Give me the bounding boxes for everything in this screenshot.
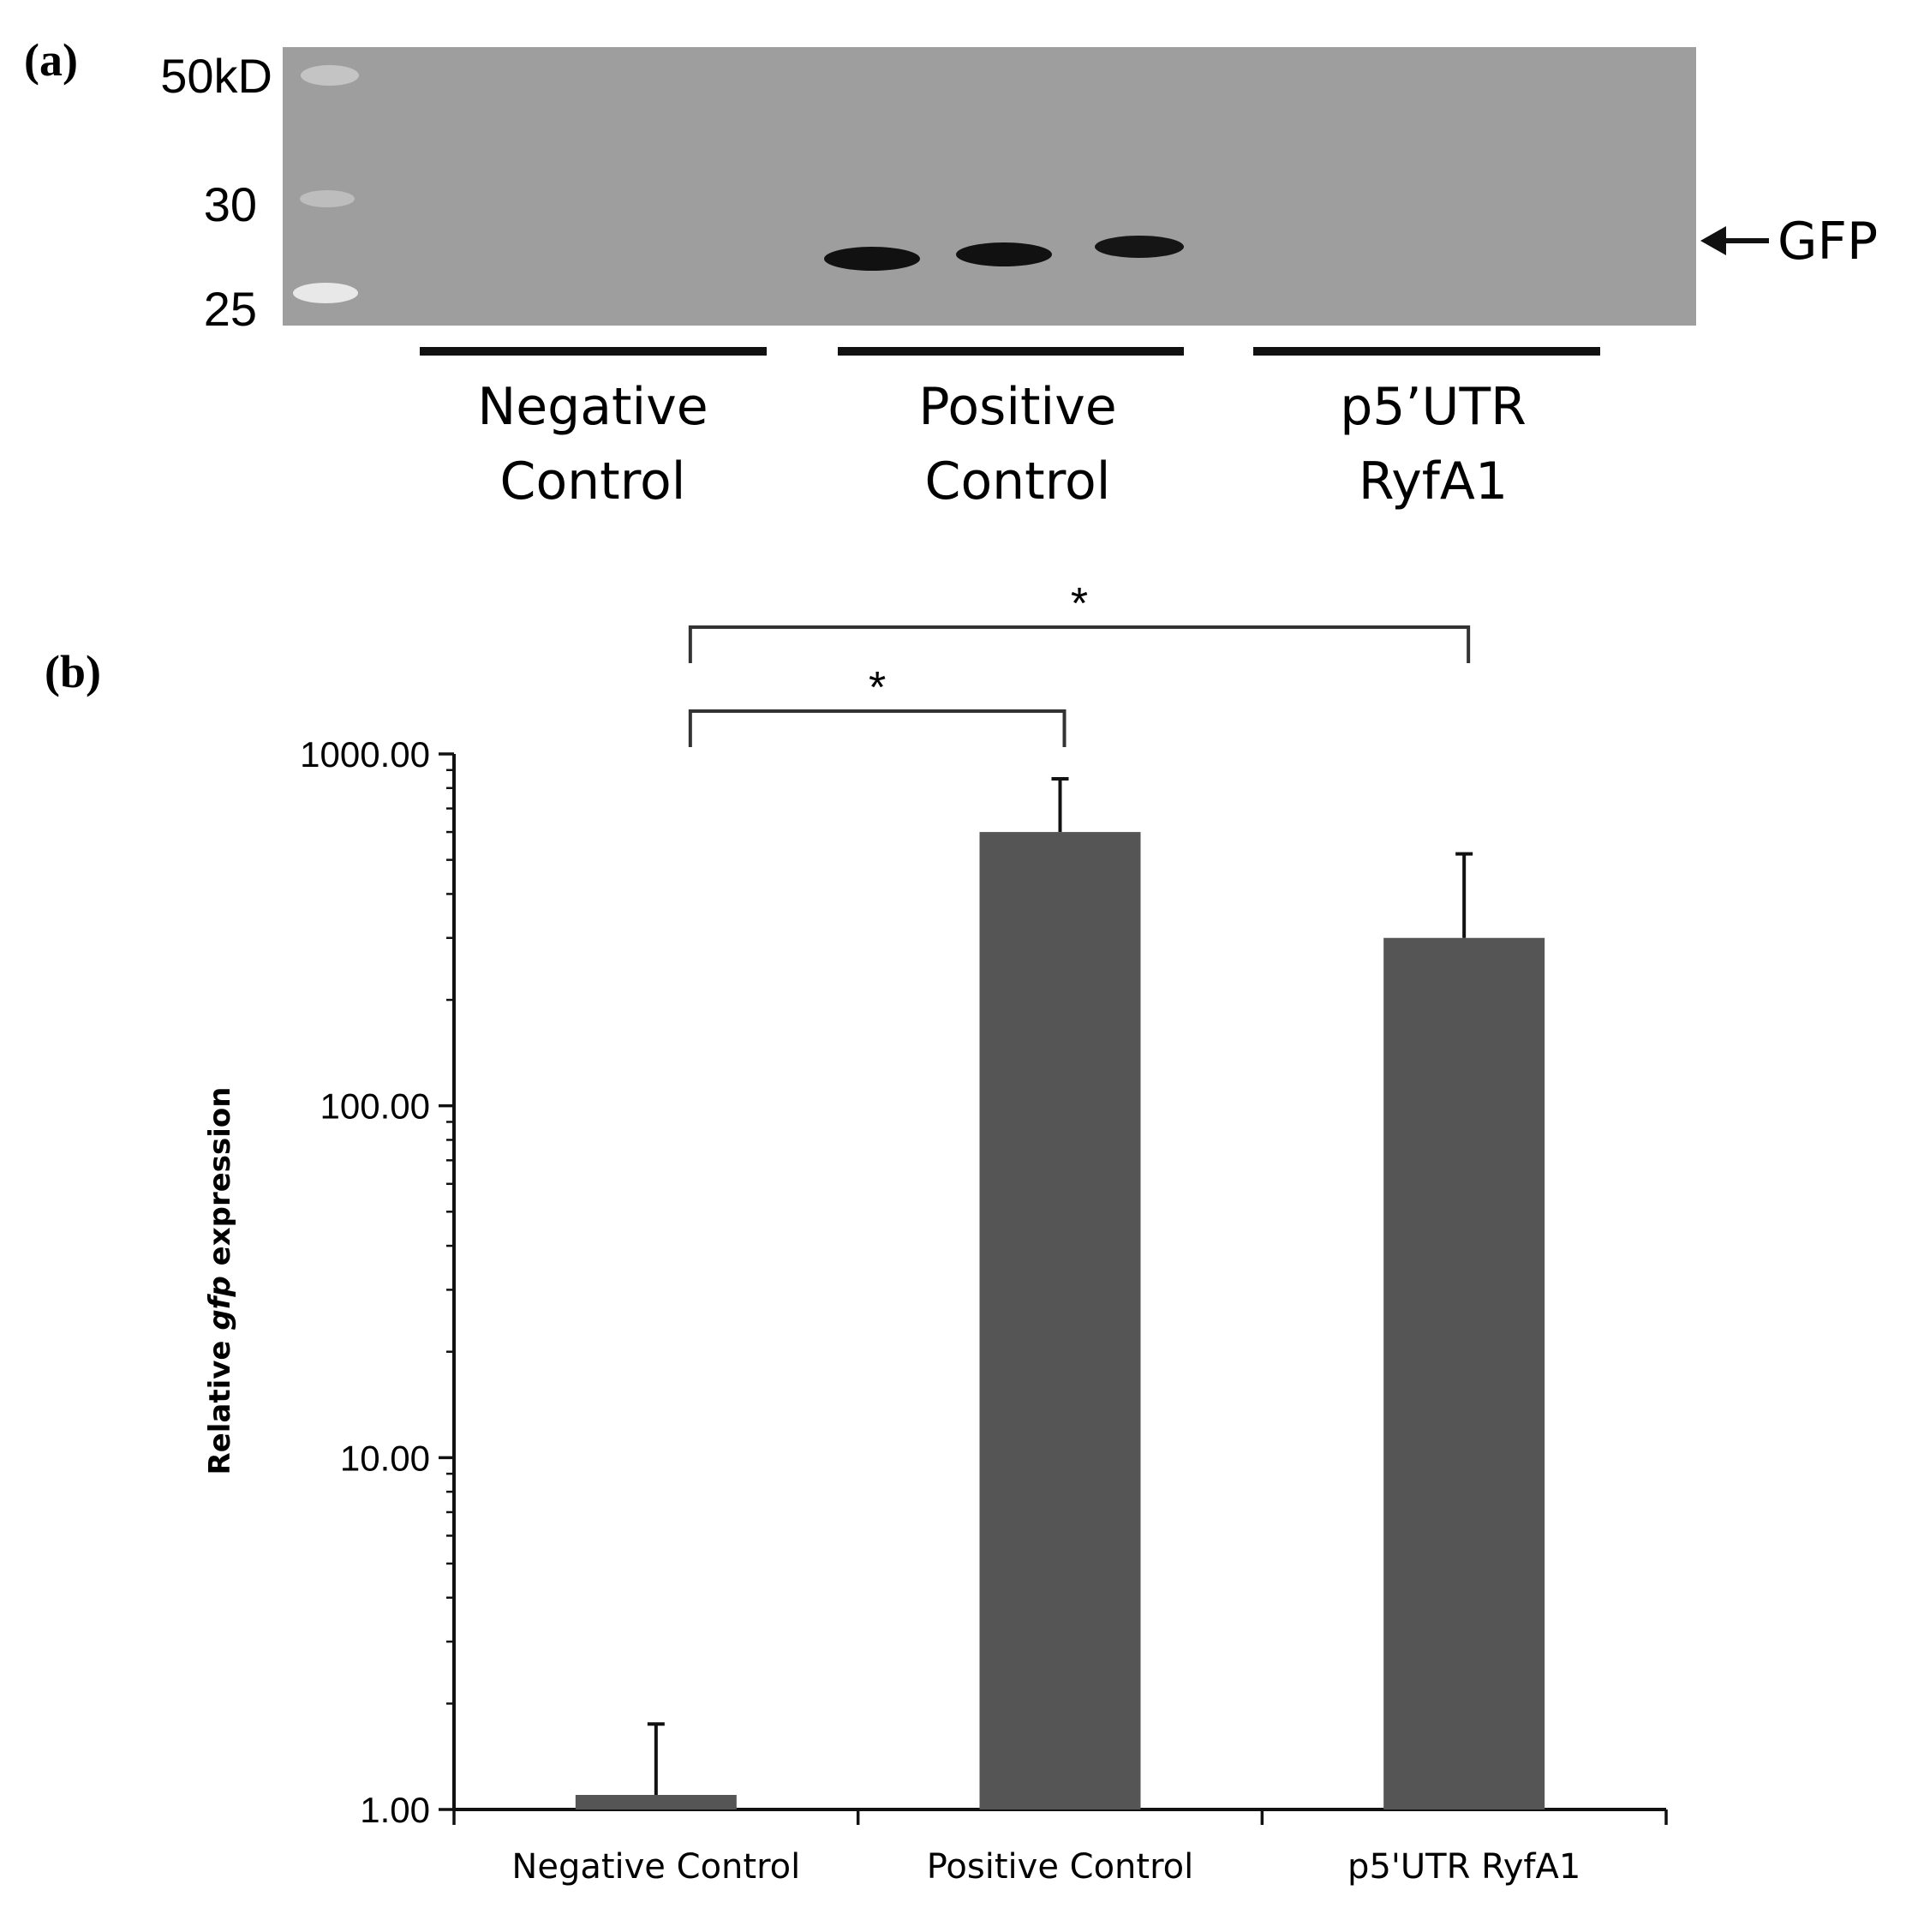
gfp-arrow-icon	[1700, 226, 1769, 255]
group-label-p5utr-line2: RyfA1	[1359, 452, 1508, 511]
ladder-band-50	[301, 65, 359, 86]
significance-star-0: *	[869, 663, 886, 713]
bar-0	[575, 1795, 737, 1809]
marker-30-label: 30	[204, 177, 257, 231]
significance-star-1: *	[1071, 579, 1088, 629]
blot-background	[283, 47, 1696, 326]
ladder-band-25	[293, 283, 358, 303]
panel-b-label: (b)	[45, 646, 101, 697]
group-label-p5utr-line1: p5’UTR	[1340, 377, 1527, 437]
group-label-negative-line2: Control	[500, 452, 686, 511]
marker-25-label: 25	[204, 282, 257, 336]
bar-chart: 1.00 10.00 100.00 1000.00 Negative Control Po…	[300, 579, 1668, 1887]
gfp-band-2	[956, 242, 1052, 266]
blot-image	[283, 47, 1696, 326]
marker-50kd-label: 50kD	[160, 49, 272, 103]
ladder-band-30	[300, 190, 355, 207]
y-tick-label: 1.00	[360, 1790, 430, 1830]
y-tick-label: 1000.00	[300, 734, 430, 775]
y-axis-label: Relative gfp expression	[203, 1087, 237, 1475]
x-tick-label-0: Negative Control	[511, 1847, 800, 1887]
significance-bracket-1	[688, 625, 1471, 663]
group-label-positive-line2: Control	[925, 452, 1111, 511]
significance-bracket-0	[688, 709, 1067, 747]
panel-a-label: (a)	[24, 34, 78, 86]
bar-1	[979, 832, 1141, 1809]
x-tick-label-1: Positive Control	[927, 1847, 1194, 1887]
gfp-band-1	[824, 247, 920, 271]
group-label-positive-line1: Positive	[918, 377, 1116, 437]
bar-2	[1383, 937, 1545, 1809]
gfp-band-3	[1095, 236, 1184, 258]
gfp-band-label: GFP	[1778, 212, 1878, 272]
y-tick-label: 100.00	[320, 1086, 430, 1127]
y-tick-label: 10.00	[340, 1438, 430, 1478]
x-tick-label-2: p5'UTR RyfA1	[1347, 1847, 1580, 1887]
group-label-negative-line1: Negative	[477, 377, 708, 437]
